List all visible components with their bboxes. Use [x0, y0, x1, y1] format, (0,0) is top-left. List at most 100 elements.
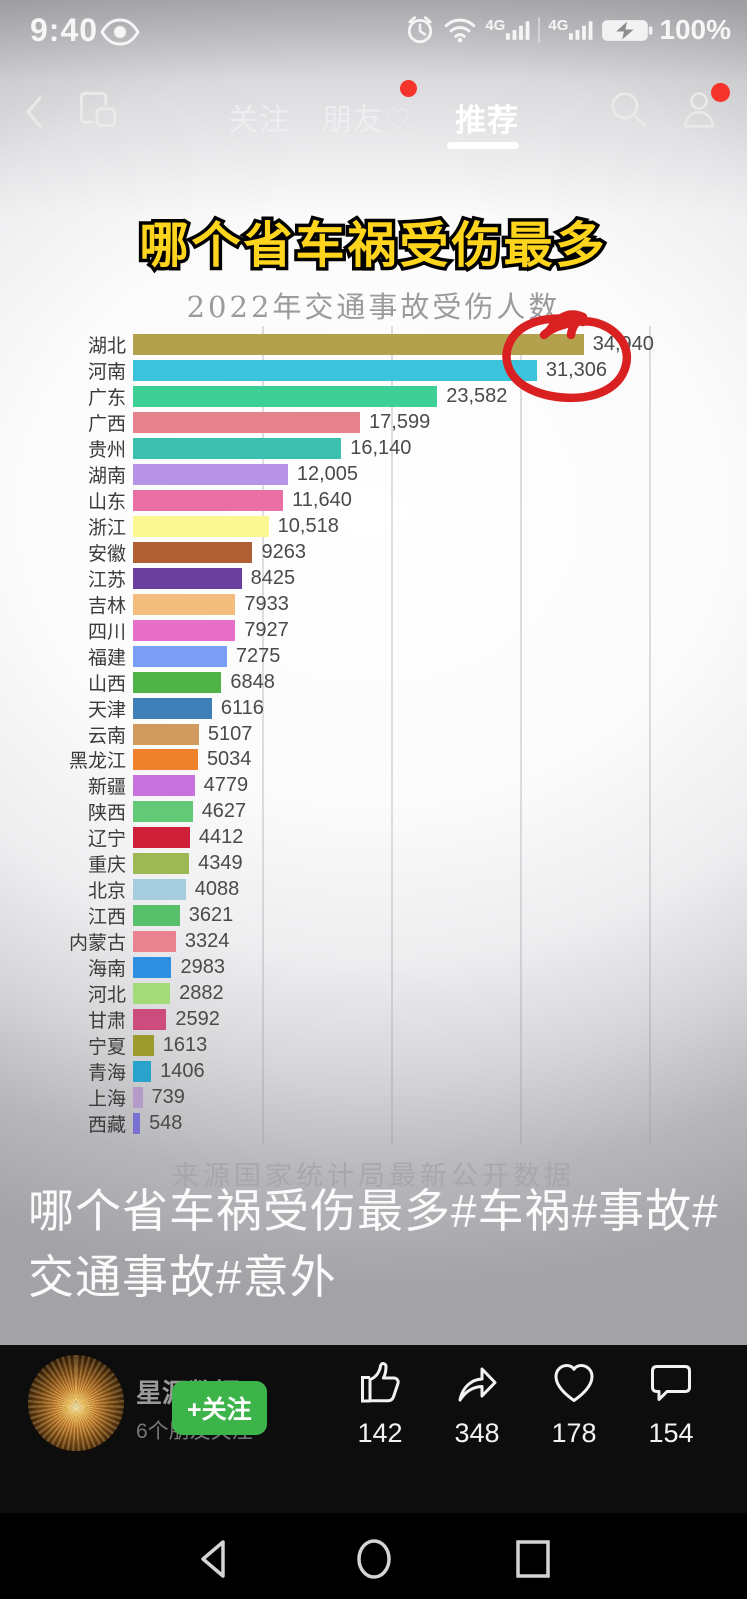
bar [133, 931, 176, 953]
profile-badge-dot [711, 83, 730, 102]
chart-row: 内蒙古 3324 [0, 929, 747, 955]
tab-recommend[interactable]: 推荐 [455, 103, 519, 138]
bar [133, 619, 236, 641]
bar-category-label: 云南 [87, 725, 126, 747]
bar-value-label: 11,640 [292, 489, 352, 512]
gridline [649, 326, 651, 1144]
bar-category-label: 广东 [87, 388, 126, 410]
comment-action[interactable]: 154 [641, 1359, 701, 1449]
bar [133, 438, 342, 460]
bar-value-label: 5034 [206, 748, 252, 771]
bar-category-label: 内蒙古 [68, 933, 126, 955]
video-caption[interactable]: 哪个省车祸受伤最多#车祸#事故#交通事故#意外 [28, 1185, 719, 1303]
bar-category-label: 陕西 [87, 803, 126, 825]
bar [133, 1112, 141, 1134]
signal-bars-icon [506, 21, 530, 40]
bar [133, 697, 212, 719]
signal-bars-icon [569, 21, 593, 40]
comment-bubble-icon[interactable] [647, 1359, 695, 1407]
bar [133, 723, 199, 745]
chart-row: 海南 2983 [0, 955, 747, 981]
bar-category-label: 山东 [87, 492, 126, 514]
bar [133, 956, 172, 978]
avatar[interactable] [28, 1355, 124, 1451]
bar [133, 645, 227, 667]
nav-home-icon[interactable] [353, 1536, 395, 1582]
bar-value-label: 17,599 [369, 411, 431, 434]
bar [133, 386, 438, 408]
chart-row: 云南 5107 [0, 721, 747, 747]
chart-row: 甘肃 2592 [0, 1006, 747, 1032]
screen-cast-icon[interactable] [78, 91, 118, 129]
bar-category-label: 山西 [87, 673, 126, 695]
bar-value-label: 1406 [160, 1059, 205, 1082]
chart-row: 山西 6848 [0, 669, 747, 695]
bar-category-label: 黑龙江 [68, 751, 126, 773]
bar-value-label: 4412 [198, 826, 244, 849]
bar-value-label: 23,582 [446, 385, 508, 408]
bar-category-label: 西藏 [87, 1114, 126, 1136]
bar-category-label: 湖南 [87, 466, 126, 488]
profile-icon[interactable] [678, 89, 720, 131]
bar-value-label: 7927 [244, 618, 289, 641]
bar [133, 801, 193, 823]
chart-row: 湖北 34,940 [0, 332, 747, 358]
bar-value-label: 4627 [201, 800, 247, 823]
bar [133, 567, 242, 589]
chart-source: 来源国家统计局最新公开数据 [172, 1161, 575, 1192]
bar-category-label: 河北 [87, 984, 126, 1006]
chart-row: 新疆 4779 [0, 773, 747, 799]
tab-bar: 关注 朋友♡ 推荐 [0, 75, 747, 150]
thumbs-up-icon[interactable] [356, 1359, 404, 1407]
chart-row: 青海 1406 [0, 1058, 747, 1084]
bar-category-label: 青海 [87, 1062, 126, 1084]
chart-title: 2022年交通事故受伤人数 [186, 290, 561, 324]
network-type-label: 4G [485, 17, 506, 34]
bar [133, 464, 288, 486]
bar [133, 1086, 143, 1108]
tab-friends[interactable]: 朋友♡ [322, 104, 412, 137]
nav-recents-icon[interactable] [512, 1536, 554, 1582]
bar [133, 671, 222, 693]
bar-value-label: 31,306 [545, 359, 608, 382]
chart-row: 湖南 12,005 [0, 462, 747, 488]
search-icon[interactable] [608, 89, 650, 131]
nav-back-icon[interactable] [193, 1536, 235, 1582]
android-nav-bar [0, 1513, 747, 1599]
bar-category-label: 北京 [87, 881, 126, 903]
gridline [262, 326, 264, 1144]
share-count: 348 [454, 1418, 500, 1448]
like-action[interactable]: 142 [350, 1359, 410, 1449]
bar-category-label: 江西 [87, 907, 126, 929]
bar-value-label: 4349 [198, 852, 243, 875]
bar-value-label: 4088 [194, 878, 240, 901]
back-chevron-icon[interactable] [24, 95, 44, 129]
bar-value-label: 7933 [244, 592, 289, 615]
follow-button[interactable]: +关注 [172, 1381, 267, 1435]
bar-value-label: 2592 [175, 1007, 220, 1030]
bar [133, 827, 190, 849]
bar-value-label: 739 [151, 1085, 185, 1108]
bar [133, 982, 171, 1004]
tab-follow[interactable]: 关注 [228, 104, 290, 137]
bar-category-label: 广西 [87, 414, 126, 436]
video-background[interactable]: 9:40 4G [0, 0, 747, 1345]
share-arrow-icon[interactable] [453, 1359, 501, 1407]
favorite-action[interactable]: 178 [544, 1359, 604, 1449]
bar-category-label: 河南 [87, 362, 126, 384]
bar-category-label: 甘肃 [87, 1010, 126, 1032]
bar-value-label: 8425 [250, 566, 296, 589]
eye-icon [100, 18, 140, 46]
heart-icon[interactable] [550, 1359, 598, 1407]
bar [133, 775, 195, 797]
chart-row: 四川 7927 [0, 617, 747, 643]
bar [133, 516, 269, 538]
bar [133, 490, 284, 512]
favorite-count: 178 [551, 1418, 597, 1448]
chart-row: 江苏 8425 [0, 565, 747, 591]
chart-row: 西藏 548 [0, 1110, 747, 1136]
bar-value-label: 5107 [207, 722, 253, 745]
signal-1: 4G [485, 17, 530, 41]
share-action[interactable]: 348 [447, 1359, 507, 1449]
